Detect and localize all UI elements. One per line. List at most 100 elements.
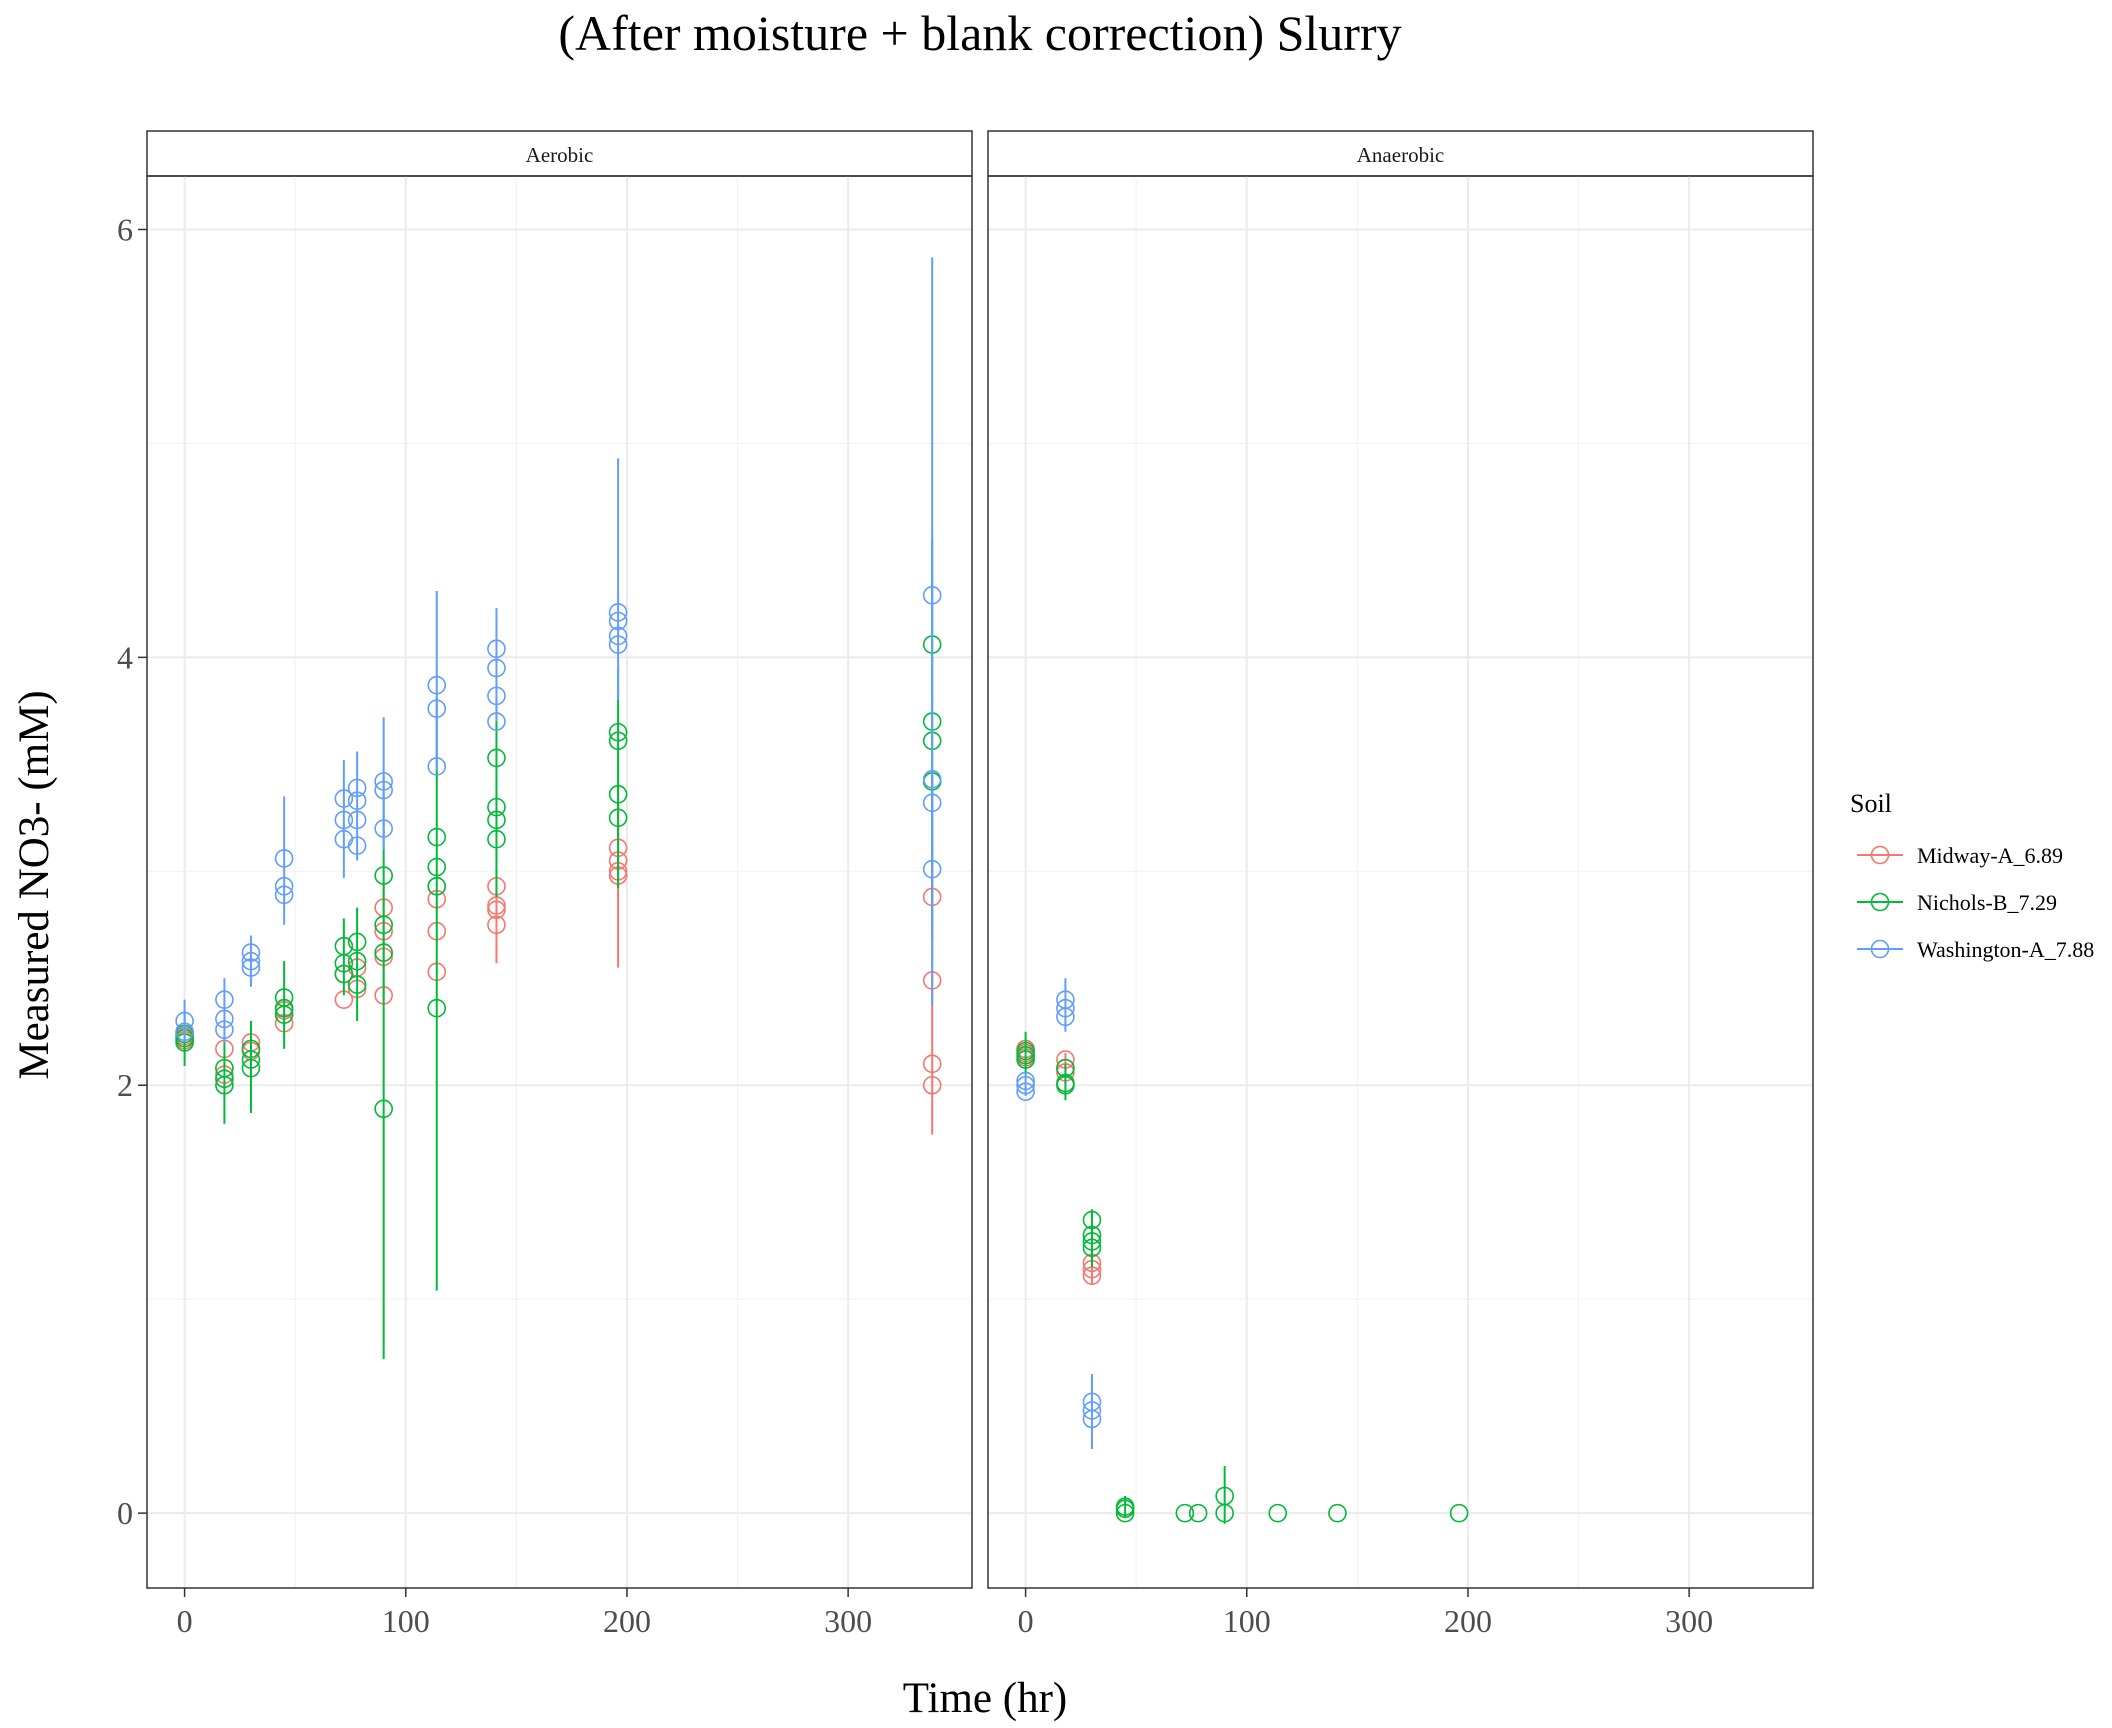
data-point — [334, 810, 354, 830]
series-Washington-A_7.88 — [175, 257, 942, 1043]
data-point — [274, 876, 294, 896]
panels-group: Aerobic 0 100 200 300 0 2 4 6 Anaerobic 0 100 200 300 — [117, 130, 1814, 1639]
panel-anaerobic: Anaerobic 0 100 200 300 — [987, 130, 1814, 1639]
data-point — [241, 1050, 261, 1069]
data-point — [347, 836, 367, 855]
data-point — [347, 932, 367, 952]
data-point — [1016, 1082, 1035, 1101]
data-point — [1016, 1050, 1035, 1069]
chart-title: (After moisture + blank correction) Slur… — [558, 5, 1401, 61]
facet-strip-label: Anaerobic — [1357, 143, 1444, 167]
data-point — [1175, 1503, 1195, 1523]
x-axis-label: Time (hr) — [903, 1675, 1067, 1722]
data-point — [427, 998, 447, 1018]
data-point — [922, 1075, 942, 1095]
legend-title: Soil — [1850, 789, 1892, 818]
data-point — [274, 998, 294, 1018]
data-point — [608, 722, 628, 742]
facet-strip — [146, 130, 973, 177]
x-tick-label: 200 — [603, 1603, 651, 1639]
y-axis-label: Measured NO3- (mM) — [11, 690, 58, 1079]
panel-border — [146, 175, 973, 1589]
data-point — [175, 1022, 194, 1042]
facet-strip — [987, 130, 1814, 177]
y-tick-label: 2 — [117, 1067, 133, 1103]
data-point — [1082, 1232, 1102, 1251]
data-point — [427, 675, 447, 695]
data-point — [487, 896, 506, 915]
data-point — [1449, 1503, 1469, 1523]
data-point — [215, 1069, 234, 1089]
data-point — [487, 658, 506, 678]
data-point — [608, 611, 628, 631]
data-point — [427, 876, 447, 896]
data-point — [1082, 1210, 1102, 1230]
data-point — [241, 958, 261, 977]
data-point — [374, 819, 393, 838]
data-point — [347, 791, 367, 811]
data-point — [347, 951, 367, 971]
data-point — [427, 827, 447, 847]
data-point — [334, 964, 354, 984]
data-point — [427, 699, 447, 719]
legend-entry-label: Midway-A_6.89 — [1917, 843, 2063, 868]
data-point — [215, 1058, 234, 1078]
data-point — [215, 1020, 234, 1039]
x-tick-label: 100 — [382, 1603, 430, 1639]
data-point — [347, 810, 367, 830]
data-point — [274, 988, 294, 1007]
data-point — [1056, 990, 1075, 1009]
data-point — [1056, 1073, 1075, 1093]
data-point — [1016, 1075, 1035, 1095]
data-point — [241, 943, 261, 962]
data-point — [487, 810, 506, 830]
data-point — [487, 686, 506, 706]
data-point — [922, 1054, 942, 1074]
panel-border — [987, 175, 1814, 1589]
data-point — [487, 748, 506, 768]
x-tick-label: 0 — [1018, 1603, 1034, 1639]
data-point — [487, 829, 506, 849]
data-point — [1268, 1503, 1288, 1523]
series-Nichols-B_7.29 — [175, 539, 942, 1360]
data-point — [334, 936, 354, 956]
data-point — [1328, 1503, 1347, 1523]
y-tick-label: 4 — [117, 639, 133, 675]
legend-key-point — [1870, 939, 1890, 959]
y-tick-label: 6 — [117, 211, 133, 247]
data-point — [1115, 1497, 1135, 1517]
panel-aerobic: Aerobic 0 100 200 300 0 2 4 6 — [117, 130, 973, 1639]
data-point — [1016, 1041, 1035, 1061]
data-point — [175, 1011, 194, 1031]
data-point — [241, 1058, 261, 1078]
data-point — [1082, 1266, 1102, 1285]
legend-key-point — [1870, 845, 1890, 865]
data-point — [487, 915, 506, 935]
data-point — [427, 757, 447, 776]
data-point — [1082, 1401, 1102, 1420]
data-point — [608, 603, 628, 622]
data-point — [922, 793, 942, 813]
data-point — [374, 772, 393, 791]
data-point — [241, 1039, 261, 1059]
data-point — [374, 943, 393, 962]
data-point — [487, 797, 506, 817]
data-point — [1082, 1392, 1102, 1412]
data-point — [1115, 1503, 1135, 1523]
data-point — [487, 712, 506, 731]
data-point — [1056, 998, 1075, 1018]
data-point — [608, 784, 628, 804]
data-point — [334, 789, 354, 808]
data-point — [347, 975, 367, 994]
legend-entry-label: Nichols-B_7.29 — [1917, 890, 2057, 915]
data-point — [215, 1009, 234, 1029]
data-point — [241, 951, 261, 971]
x-tick-label: 100 — [1223, 1603, 1271, 1639]
data-point — [487, 900, 506, 920]
series-Washington-A_7.88 — [1016, 978, 1102, 1449]
data-point — [427, 857, 447, 877]
data-point — [215, 990, 234, 1009]
data-point — [374, 780, 393, 800]
data-point — [1215, 1486, 1234, 1506]
series-Nichols-B_7.29 — [1016, 1031, 1469, 1524]
